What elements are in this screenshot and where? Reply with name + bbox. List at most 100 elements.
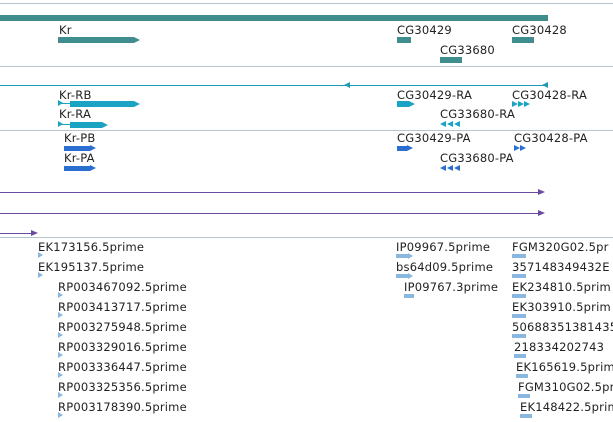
strand-arrow-left-icon (447, 121, 453, 127)
est-feature[interactable] (38, 252, 43, 258)
est-feature[interactable] (58, 412, 63, 418)
transcript-label-kr-rb[interactable]: Kr-RB (59, 88, 92, 102)
track-separator (0, 237, 613, 238)
gene-feature-kr[interactable] (58, 37, 134, 43)
est-feature[interactable] (58, 292, 63, 298)
strand-arrow-icon (90, 165, 96, 171)
strand-arrow-icon (134, 37, 140, 43)
gene-label-cg30428[interactable]: CG30428 (512, 23, 567, 37)
transcript-label-kr-ra[interactable]: Kr-RA (59, 107, 92, 121)
track-separator (0, 130, 613, 131)
est-feature[interactable] (408, 253, 413, 259)
strand-arrow-left-icon (344, 82, 350, 88)
strand-arrow-icon (407, 145, 413, 151)
strand-arrow-icon (538, 189, 545, 195)
est-feature[interactable] (512, 294, 526, 298)
est-label[interactable]: RP003275948.5prime (58, 320, 187, 334)
strand-arrow-left-icon (454, 165, 460, 171)
est-feature[interactable] (58, 312, 63, 318)
est-label[interactable]: 357148349432E (512, 260, 610, 274)
est-label[interactable]: IP09967.5prime (396, 240, 491, 254)
est-label[interactable]: EK148422.5prim (520, 400, 613, 414)
est-feature[interactable] (58, 372, 63, 378)
est-label[interactable]: RP003413717.5prime (58, 300, 187, 314)
est-feature[interactable] (512, 274, 526, 278)
est-feature[interactable] (58, 332, 63, 338)
protein-label-cg33680-pa[interactable]: CG33680-PA (440, 151, 514, 165)
gene-feature-cg30428[interactable] (512, 37, 534, 43)
est-feature[interactable] (512, 314, 526, 318)
strand-arrow-left-icon (440, 165, 446, 171)
intron-line (58, 103, 70, 104)
est-label[interactable]: EK195137.5prime (38, 260, 145, 274)
gene-feature-cg33680[interactable] (440, 57, 462, 63)
est-feature[interactable] (516, 374, 528, 378)
transcript-label-cg33680-ra[interactable]: CG33680-RA (440, 107, 516, 121)
protein-label-kr-pa[interactable]: Kr-PA (64, 151, 95, 165)
gene-label-cg30429[interactable]: CG30429 (397, 23, 452, 37)
est-feature[interactable] (520, 414, 532, 418)
protein-feature-kr-pb[interactable] (64, 146, 90, 151)
gene-label-cg33680[interactable]: CG33680 (440, 43, 495, 57)
est-label[interactable]: EK173156.5prime (38, 240, 145, 254)
gene-feature-cg30429[interactable] (397, 37, 411, 43)
est-label[interactable]: FGM310G02.5pr (518, 380, 613, 394)
est-feature[interactable] (408, 273, 413, 279)
est-label[interactable]: RP003325356.5prime (58, 380, 187, 394)
protein-feature-cg30429-pa[interactable] (397, 146, 407, 151)
est-label[interactable]: EK234810.5prim (512, 280, 611, 294)
protein-label-kr-pb[interactable]: Kr-PB (64, 131, 96, 145)
est-label[interactable]: EK165619.5prim (516, 360, 613, 374)
est-feature[interactable] (512, 254, 526, 258)
est-label[interactable]: FGM320G02.5pr (512, 240, 609, 254)
est-label[interactable]: RP003329016.5prime (58, 340, 187, 354)
track-separator (0, 66, 613, 67)
strand-arrow-icon (520, 145, 526, 151)
strand-arrow-icon (134, 101, 140, 107)
est-label[interactable]: RP003336447.5prime (58, 360, 187, 374)
protein-label-cg30429-pa[interactable]: CG30429-PA (397, 131, 471, 145)
track-separator (0, 3, 613, 4)
strand-arrow-icon (538, 210, 545, 216)
transcript-span-line[interactable] (0, 85, 544, 86)
alignment-span-line[interactable] (0, 213, 538, 214)
est-label[interactable]: RP003467092.5prime (58, 280, 187, 294)
est-label[interactable]: 50688351381435 (512, 320, 613, 334)
protein-feature-kr-pa[interactable] (64, 166, 90, 171)
est-feature[interactable] (518, 394, 530, 398)
intron-line (58, 124, 70, 125)
protein-label-cg30428-pa[interactable]: CG30428-PA (514, 131, 588, 145)
est-feature[interactable] (512, 334, 526, 338)
est-feature[interactable] (58, 352, 63, 358)
est-label[interactable]: EK303910.5prim (512, 300, 611, 314)
est-feature[interactable] (514, 354, 526, 358)
est-feature[interactable] (396, 254, 408, 258)
est-feature[interactable] (38, 272, 43, 278)
est-feature[interactable] (396, 274, 408, 278)
strand-arrow-icon (102, 122, 108, 128)
transcript-feature-kr-rb[interactable] (70, 101, 134, 107)
strand-arrow-icon (518, 101, 524, 107)
transcript-feature-cg30429-ra[interactable] (397, 101, 409, 107)
tss-arrow-icon (58, 100, 63, 106)
strand-arrow-icon (524, 101, 530, 107)
transcript-label-cg30429-ra[interactable]: CG30429-RA (397, 88, 473, 102)
est-label[interactable]: RP003178390.5prime (58, 400, 187, 414)
strand-arrow-icon (90, 145, 96, 151)
region-extent-bar[interactable] (0, 15, 548, 21)
est-feature[interactable] (58, 392, 63, 398)
strand-arrow-icon (514, 145, 520, 151)
strand-arrow-icon (409, 101, 415, 107)
est-label[interactable]: IP09767.3prime (404, 280, 499, 294)
alignment-span-line[interactable] (0, 233, 31, 234)
gene-label-kr[interactable]: Kr (59, 23, 72, 37)
strand-arrow-icon (31, 230, 38, 236)
tss-arrow-icon (58, 121, 63, 127)
est-label[interactable]: 218334202743 (514, 340, 605, 354)
est-label[interactable]: bs64d09.5prime (396, 260, 494, 274)
alignment-span-line[interactable] (0, 192, 538, 193)
est-feature[interactable] (404, 294, 414, 298)
transcript-label-cg30428-ra[interactable]: CG30428-RA (512, 88, 588, 102)
transcript-feature-kr-ra[interactable] (70, 122, 102, 128)
strand-arrow-left-icon (454, 121, 460, 127)
